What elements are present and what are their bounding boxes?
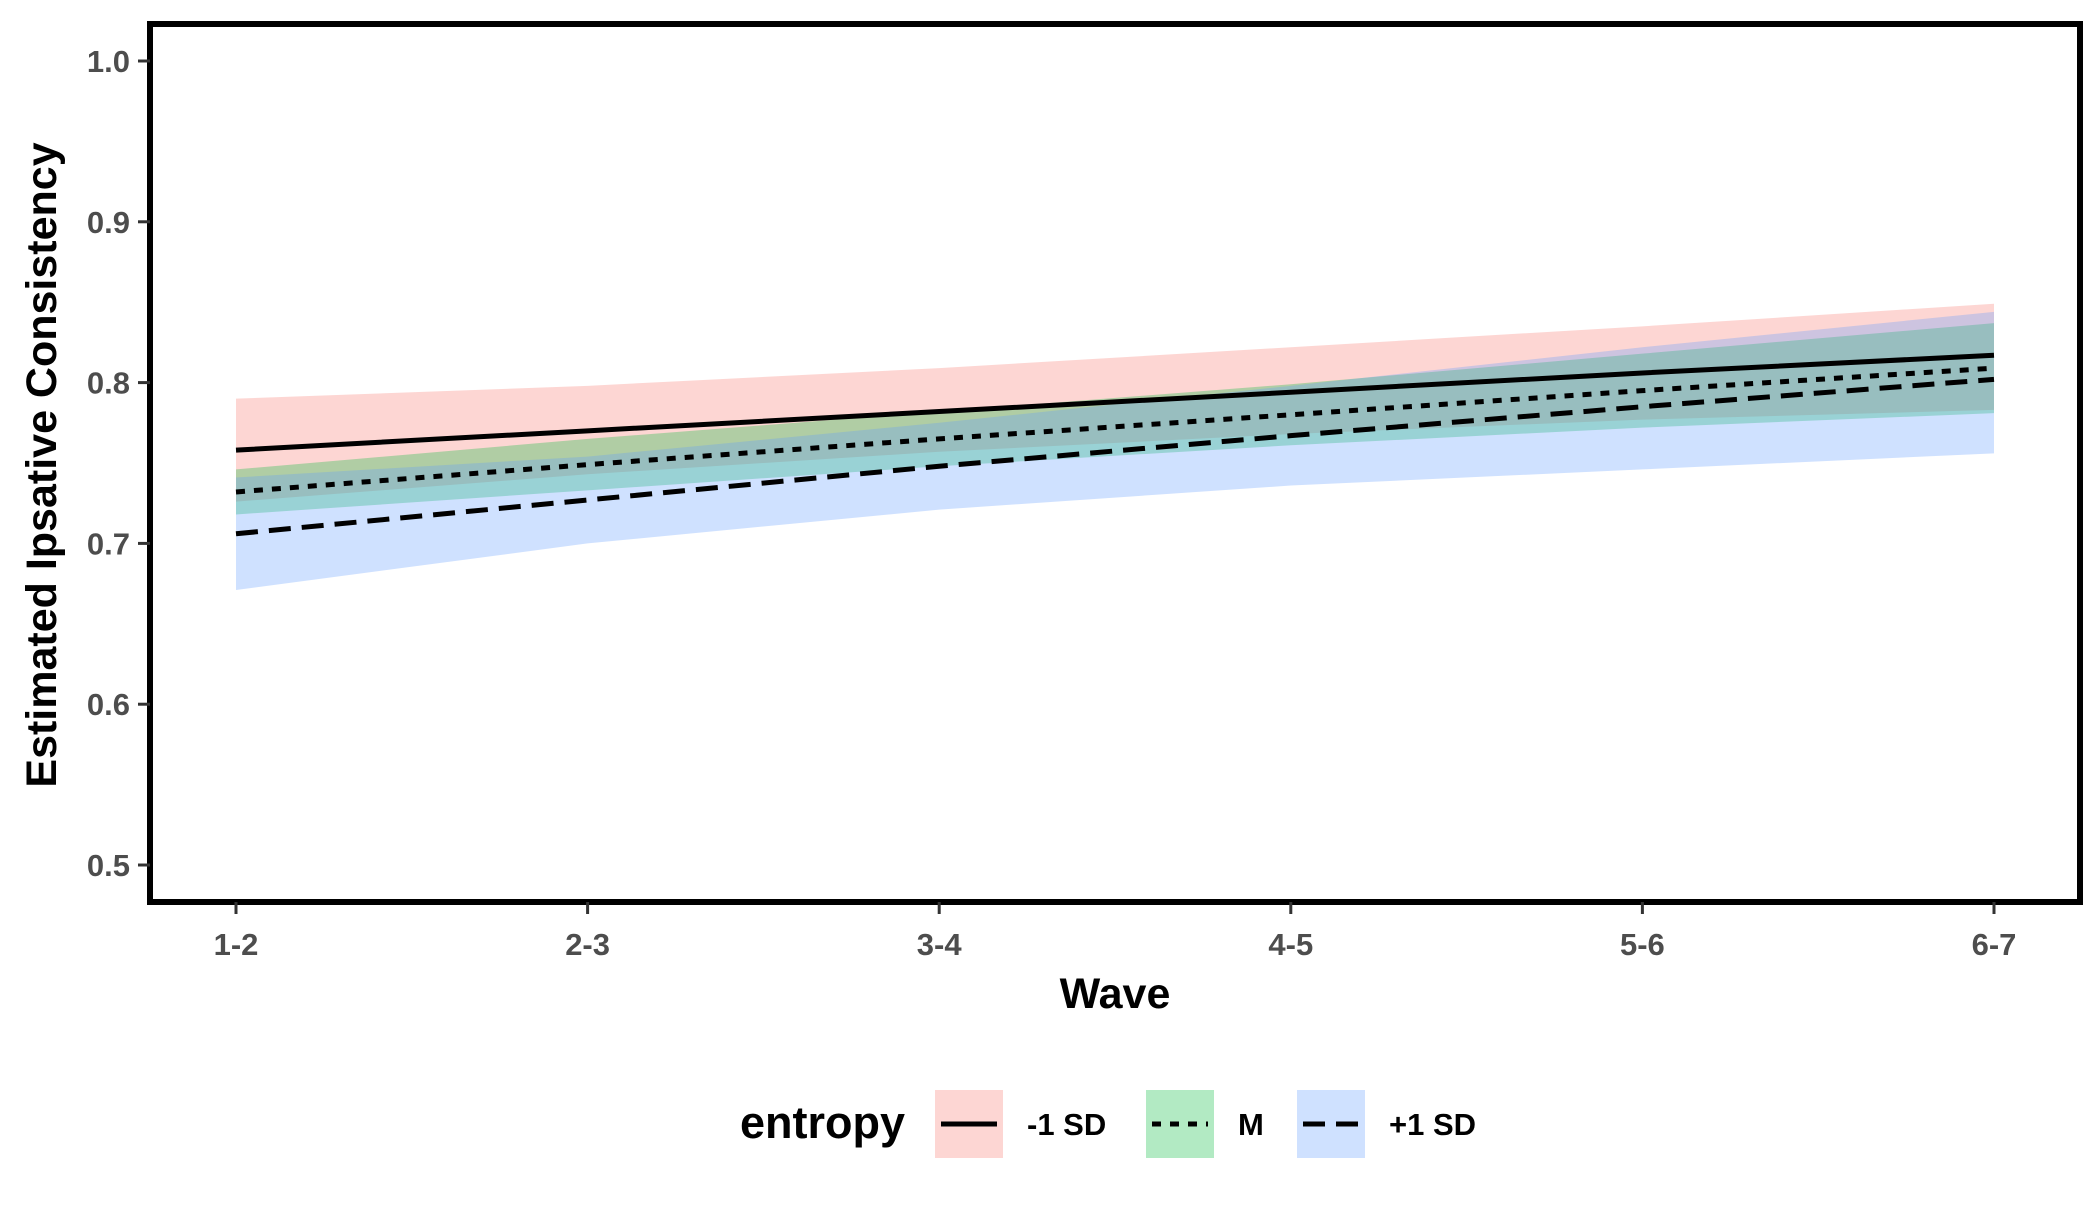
y-tick-label: 1.0 [87,44,130,79]
legend-label-3: +1 SD [1389,1107,1476,1142]
x-tick-label: 5-6 [1620,927,1665,962]
series-line-3 [235,376,1995,537]
legend: entropy -1 SD M +1 SD [740,1090,1476,1158]
y-tick-label: 0.9 [87,205,130,240]
legend-label-2: M [1238,1107,1264,1142]
y-tick-label: 0.6 [87,687,130,722]
y-axis: 0.5 0.6 0.7 0.8 0.9 1.0 [87,44,150,883]
y-axis-title: Estimated Ipsative Consistency [18,142,66,787]
legend-label-1: -1 SD [1027,1107,1106,1142]
series-line-2 [235,365,1995,495]
confidence-band-3 [236,311,1994,591]
confidence-band-2 [236,323,1994,515]
series-line-1 [235,352,1995,453]
plot-panel-border [147,21,2083,905]
x-tick-label: 2-3 [565,927,610,962]
series-lines [235,352,1995,537]
x-tick-label: 6-7 [1972,927,2017,962]
y-tick-label: 0.5 [87,848,130,883]
y-tick-label: 0.7 [87,526,130,561]
y-tick-label: 0.8 [87,366,130,401]
x-tick-label: 1-2 [214,927,259,962]
x-tick-label: 3-4 [917,927,963,962]
legend-items: -1 SD M +1 SD [935,1090,1476,1158]
x-axis-title: Wave [1060,970,1171,1018]
legend-title: entropy [740,1097,905,1148]
x-axis: 1-2 2-3 3-4 4-5 5-6 6-7 [214,902,2017,962]
x-tick-label: 4-5 [1268,927,1313,962]
